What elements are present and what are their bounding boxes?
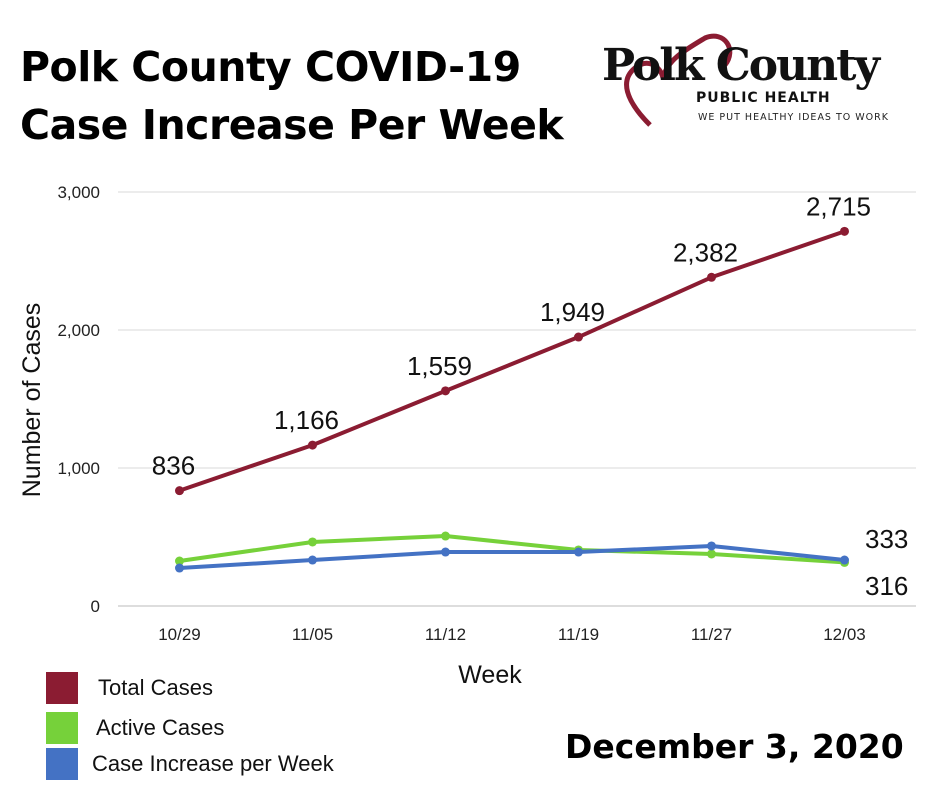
x-tick-label: 11/27 — [691, 625, 732, 644]
y-tick-label: 1,000 — [57, 459, 100, 478]
legend-label: Case Increase per Week — [92, 751, 334, 776]
y-tick-label: 2,000 — [57, 321, 100, 340]
data-point — [308, 537, 317, 547]
legend-swatch — [46, 712, 78, 744]
title-line-2: Case Increase Per Week — [20, 101, 564, 149]
data-label: 836 — [152, 451, 195, 481]
data-point — [308, 555, 317, 565]
data-label: 2,382 — [673, 237, 738, 267]
data-point — [840, 555, 849, 565]
x-tick-label: 10/29 — [158, 625, 201, 644]
data-label: 1,949 — [540, 297, 605, 327]
data-label: 1,559 — [407, 351, 472, 381]
logo-sub: PUBLIC HEALTH — [696, 90, 831, 106]
series-line — [178, 229, 846, 493]
heart-icon — [624, 33, 733, 127]
logo-tagline: WE PUT HEALTHY IDEAS TO WORK — [698, 112, 889, 123]
data-point — [175, 563, 184, 573]
legend-swatch — [46, 672, 78, 704]
legend-swatch — [46, 748, 78, 780]
series-line — [179, 543, 845, 571]
data-point — [707, 549, 716, 559]
data-point — [175, 486, 184, 496]
data-point — [707, 541, 716, 551]
legend-item-increase: Case Increase per Week — [46, 748, 334, 780]
data-point — [707, 272, 716, 282]
report-date: December 3, 2020 — [565, 727, 904, 766]
x-tick-label: 11/05 — [292, 625, 333, 644]
data-point — [574, 547, 583, 557]
data-label: 316 — [865, 571, 908, 601]
title-line-1: Polk County COVID-19 — [20, 43, 521, 91]
data-point — [175, 556, 184, 566]
x-axis-label: Week — [458, 661, 522, 689]
x-tick-label: 11/12 — [425, 625, 466, 644]
legend-item-total: Total Cases — [46, 668, 334, 708]
data-point — [308, 440, 317, 450]
data-label: 2,715 — [806, 191, 871, 221]
data-point — [441, 386, 450, 396]
data-point — [441, 547, 450, 557]
x-tick-label: 11/19 — [558, 625, 599, 644]
y-axis-label: Number of Cases — [18, 303, 46, 498]
y-tick-label: 0 — [91, 597, 100, 616]
data-label: 333 — [865, 524, 908, 554]
logo-main: Polk County — [602, 40, 880, 91]
data-point — [574, 332, 583, 342]
legend-label: Active Cases — [96, 715, 225, 740]
data-point — [840, 226, 849, 236]
legend: Total Cases Active Cases Case Increase p… — [46, 668, 334, 780]
data-label: 1,166 — [274, 405, 339, 435]
chart-title: Polk County COVID-19 Case Increase Per W… — [20, 38, 564, 154]
polk-county-logo: Polk County PUBLIC HEALTH WE PUT HEALTHY… — [600, 30, 920, 130]
series-line — [179, 534, 845, 565]
x-tick-label: 12/03 — [823, 625, 866, 644]
y-tick-label: 3,000 — [57, 183, 100, 202]
legend-item-active: Active Cases — [46, 708, 334, 748]
data-point — [441, 531, 450, 541]
legend-label: Total Cases — [98, 675, 213, 700]
